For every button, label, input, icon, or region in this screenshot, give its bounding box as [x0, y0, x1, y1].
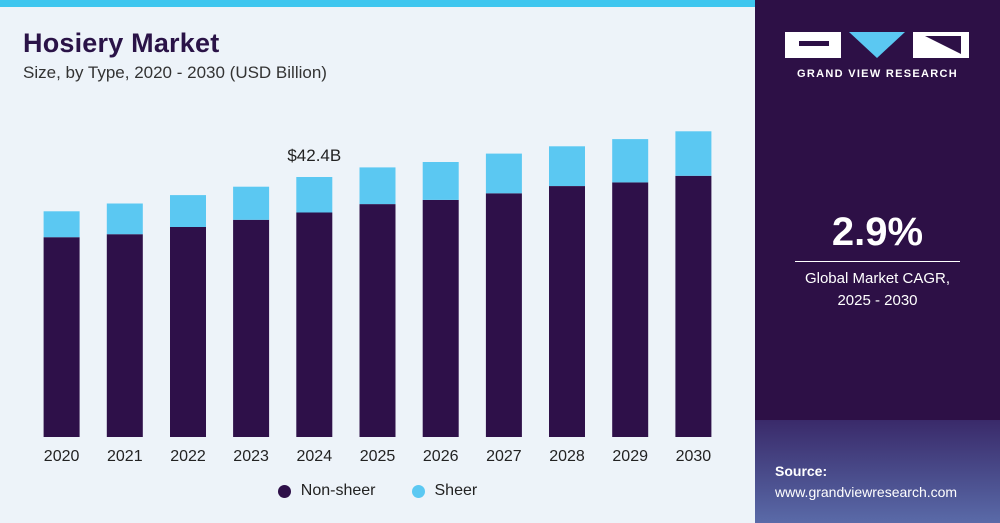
bar-non-sheer-2022: [170, 227, 206, 437]
bar-non-sheer-2021: [106, 234, 143, 437]
bar-non-sheer-2029: [612, 182, 649, 437]
x-tick-label-2023: 2023: [233, 448, 269, 465]
chart-panel: Hosiery Market Size, by Type, 2020 - 203…: [0, 0, 755, 502]
bar-sheer-2029: [612, 139, 649, 183]
cagr-label: Global Market CAGR, 2025 - 2030: [755, 268, 1000, 312]
bar-non-sheer-2025: [359, 204, 396, 437]
legend-label-sheer: Sheer: [434, 482, 478, 499]
source-url: www.grandviewresearch.com: [775, 484, 958, 500]
bar-sheer-2023: [233, 186, 270, 220]
bar-sheer-2021: [106, 203, 143, 235]
grand-view-research-logo: GRAND VIEW RESEARCH: [785, 28, 970, 88]
sidebar-footer-gradient: [755, 420, 1000, 523]
data-label-2024: $42.4B: [287, 146, 341, 165]
top-accent-bar: [0, 0, 755, 7]
logo-mark-icon: [785, 32, 969, 58]
cagr-value: 2.9%: [831, 210, 924, 254]
x-tick-label-2025: 2025: [360, 448, 396, 465]
source-label: Source:: [775, 463, 828, 479]
chart-title: Hosiery Market: [23, 28, 220, 58]
legend-item-non-sheer: Non-sheer: [277, 482, 376, 500]
bar-sheer-2027: [485, 153, 522, 194]
bar-sheer-2028: [549, 146, 585, 186]
bar-sheer-2022: [170, 195, 206, 227]
bar-non-sheer-2027: [485, 193, 522, 437]
bar-sheer-2030: [675, 131, 712, 176]
x-tick-label-2028: 2028: [549, 448, 585, 465]
chart-legend: Non-sheer Sheer: [0, 480, 755, 502]
brand-name: GRAND VIEW RESEARCH: [797, 68, 958, 80]
x-tick-label-2029: 2029: [612, 448, 648, 465]
x-tick-label-2026: 2026: [423, 448, 459, 465]
x-tick-label-2030: 2030: [676, 448, 712, 465]
bar-chart: 2020 2021 2022 2023 2024 $42.4B 2025 2026 2027 20…: [43, 131, 712, 465]
bar-non-sheer-2020: [43, 237, 80, 437]
bar-non-sheer-2026: [422, 199, 459, 437]
cagr-label-line-2: 2025 - 2030: [837, 292, 918, 309]
bar-non-sheer-2023: [233, 219, 270, 437]
cagr-divider: [795, 261, 960, 262]
bar-non-sheer-2024: [296, 212, 333, 437]
x-tick-label-2020: 2020: [44, 448, 80, 465]
x-tick-label-2021: 2021: [107, 448, 143, 465]
bar-sheer-2025: [359, 167, 396, 205]
bar-non-sheer-2028: [549, 186, 585, 437]
bar-non-sheer-2030: [675, 175, 712, 438]
bar-sheer-2024: [296, 177, 333, 213]
legend-item-sheer: Sheer: [411, 482, 478, 500]
legend-swatch-non-sheer: [277, 484, 291, 498]
cagr-label-line-1: Global Market CAGR,: [804, 270, 951, 287]
x-tick-label-2027: 2027: [486, 448, 522, 465]
chart-subtitle: Size, by Type, 2020 - 2030 (USD Billion): [23, 63, 327, 82]
legend-swatch-sheer: [411, 484, 425, 498]
sidebar-panel: GRAND VIEW RESEARCH 2.9% Global Market C…: [755, 0, 1000, 523]
x-tick-label-2024: 2024: [297, 448, 333, 465]
x-tick-label-2022: 2022: [170, 448, 206, 465]
legend-label-non-sheer: Non-sheer: [300, 482, 376, 499]
bar-sheer-2020: [43, 211, 80, 238]
bar-sheer-2026: [422, 162, 459, 200]
